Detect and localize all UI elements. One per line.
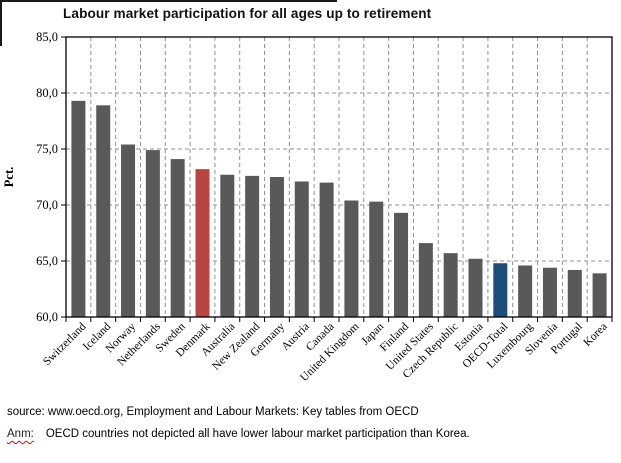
bar-new-zealand bbox=[245, 175, 260, 317]
x-axis-label-korea: Korea bbox=[581, 321, 609, 349]
y-axis-label: 60,0 bbox=[36, 310, 58, 324]
bar-estonia bbox=[468, 258, 483, 317]
bar-austria bbox=[294, 181, 309, 317]
note-line: Anm: OECD countries not depicted all have… bbox=[7, 428, 470, 440]
y-axis-label: 65,0 bbox=[36, 254, 58, 268]
source-text: source: www.oecd.org, Employment and Lab… bbox=[7, 406, 419, 418]
bar-australia bbox=[220, 174, 235, 317]
bar-united-states bbox=[418, 243, 433, 317]
bar-luxembourg bbox=[518, 265, 533, 317]
bar-japan bbox=[369, 201, 384, 317]
bar-denmark bbox=[195, 169, 210, 317]
y-axis-label: 85,0 bbox=[36, 30, 58, 44]
bar-czech-republic bbox=[443, 253, 458, 317]
bar-germany bbox=[269, 177, 284, 317]
bar-slovenia bbox=[542, 267, 557, 317]
y-axis-label: 80,0 bbox=[36, 86, 58, 100]
bar-portugal bbox=[567, 269, 582, 317]
bar-sweden bbox=[170, 159, 185, 317]
bar-switzerland bbox=[71, 100, 86, 317]
bar-united-kingdom bbox=[344, 200, 359, 317]
bar-chart: 60,065,070,075,080,085,0SwitzerlandIcela… bbox=[2, 30, 613, 384]
bar-canada bbox=[319, 182, 334, 317]
bar-oecd-total bbox=[493, 263, 508, 317]
y-axis-title: Pct. bbox=[2, 167, 16, 187]
y-axis-label: 75,0 bbox=[36, 142, 58, 156]
y-axis-label: 70,0 bbox=[36, 198, 58, 212]
note-text: OECD countries not depicted all have low… bbox=[45, 428, 470, 440]
bar-norway bbox=[121, 144, 136, 317]
bar-iceland bbox=[96, 105, 111, 317]
note-label-misspelled: Anm: bbox=[7, 428, 34, 440]
bar-finland bbox=[394, 212, 409, 317]
cropped-frame-top-border bbox=[0, 0, 337, 2]
bar-netherlands bbox=[145, 150, 160, 317]
cropped-frame-left-border bbox=[0, 0, 2, 46]
chart-title: Labour market participation for all ages… bbox=[63, 6, 432, 21]
bar-korea bbox=[592, 273, 607, 317]
